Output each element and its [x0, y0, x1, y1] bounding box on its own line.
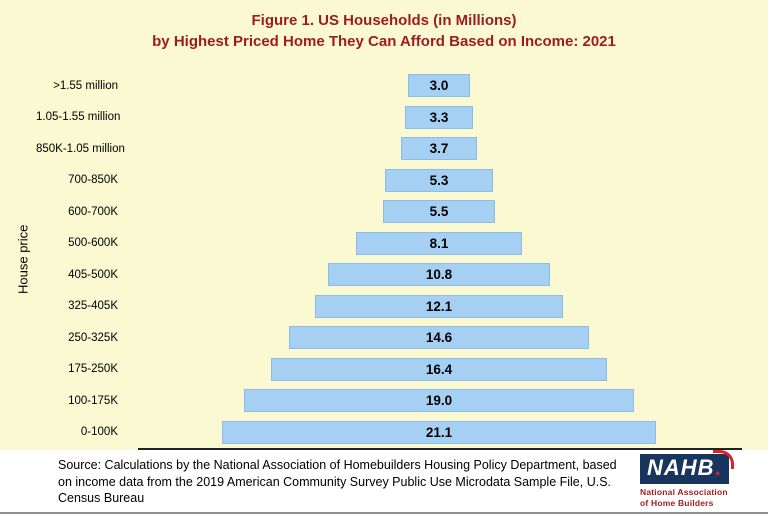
chart-row: 850K-1.05 million 3.7	[36, 133, 740, 165]
category-label: 405-500K	[68, 268, 118, 281]
chart-row: 600-700K 5.5	[36, 196, 740, 228]
pyramid-chart: House price >1.55 million 3.0 1.05-1.55 mi…	[10, 70, 740, 448]
bar: 5.5	[382, 200, 496, 224]
bar: 21.1	[222, 420, 656, 444]
chart-row: 700-850K 5.3	[36, 165, 740, 197]
chart-row: 500-600K 8.1	[36, 228, 740, 260]
bar: 8.1	[355, 231, 523, 255]
chart-row: 1.05-1.55 million 3.3	[36, 102, 740, 134]
source-note: Source: Calculations by the National Ass…	[58, 458, 617, 505]
value-label: 16.4	[425, 361, 453, 377]
bar-area: 12.1	[138, 294, 740, 318]
value-label: 14.6	[425, 330, 453, 346]
category-label: 250-325K	[68, 331, 118, 344]
nahb-logo-subtitle-line1: National Association	[640, 487, 728, 497]
y-axis-label: House price	[15, 224, 31, 294]
x-axis-line	[138, 448, 742, 450]
chart-rows: >1.55 million 3.0 1.05-1.55 million 3.3 850K…	[36, 70, 740, 448]
nahb-logo-box: NAHB.	[640, 450, 734, 484]
nahb-logo-subtitle: National Association of Home Builders	[640, 487, 752, 508]
category-label: 700-850K	[68, 174, 118, 187]
category-label: 600-700K	[68, 205, 118, 218]
bar: 10.8	[328, 263, 550, 287]
bar-area: 3.0	[138, 74, 740, 98]
bar: 16.4	[270, 357, 608, 381]
bar-area: 16.4	[138, 357, 740, 381]
category-label: 175-250K	[68, 363, 118, 376]
category-label: 850K-1.05 million	[36, 142, 125, 155]
footer: Source: Calculations by the National Ass…	[0, 450, 768, 512]
value-label: 3.3	[429, 109, 449, 125]
chart-title-line1: Figure 1. US Households (in Millions)	[251, 12, 517, 29]
value-label: 3.0	[429, 78, 449, 94]
bar-area: 3.7	[138, 137, 740, 161]
value-label: 21.1	[425, 424, 453, 440]
bar: 3.7	[400, 137, 478, 161]
bar: 5.3	[384, 168, 494, 192]
bar-area: 14.6	[138, 326, 740, 350]
bar: 19.0	[243, 389, 635, 413]
chart-row: 250-325K 14.6	[36, 322, 740, 354]
chart-row: >1.55 million 3.0	[36, 70, 740, 102]
category-label: 1.05-1.55 million	[36, 111, 121, 124]
category-label: >1.55 million	[53, 79, 118, 92]
bar: 14.6	[289, 326, 589, 350]
value-label: 12.1	[425, 298, 453, 314]
value-label: 5.3	[429, 172, 449, 188]
nahb-logo: NAHB. National Association of Home Build…	[640, 450, 752, 508]
value-label: 8.1	[429, 235, 449, 251]
bar-area: 10.8	[138, 263, 740, 287]
value-label: 3.7	[429, 141, 449, 157]
value-label: 19.0	[425, 393, 453, 409]
bar-area: 21.1	[138, 420, 740, 444]
bar-area: 3.3	[138, 105, 740, 129]
chart-title-line2: by Highest Priced Home They Can Afford B…	[152, 33, 616, 50]
bar: 3.3	[405, 105, 473, 129]
bar-area: 5.3	[138, 168, 740, 192]
chart-row: 325-405K 12.1	[36, 291, 740, 323]
nahb-logo-subtitle-line2: of Home Builders	[640, 497, 714, 508]
chart-row: 0-100K 21.1	[36, 417, 740, 449]
category-label: 100-175K	[68, 394, 118, 407]
bar-area: 5.5	[138, 200, 740, 224]
chart-title: Figure 1. US Households (in Millions) by…	[0, 10, 768, 52]
nahb-logo-dot: .	[714, 455, 722, 480]
category-label: 500-600K	[68, 237, 118, 250]
category-label: 0-100K	[80, 426, 118, 439]
chart-row: 405-500K 10.8	[36, 259, 740, 291]
nahb-logo-text: NAHB	[647, 455, 715, 480]
chart-row: 100-175K 19.0	[36, 385, 740, 417]
value-label: 5.5	[429, 204, 449, 220]
chart-row: 175-250K 16.4	[36, 354, 740, 386]
bar-area: 19.0	[138, 389, 740, 413]
bar: 3.0	[408, 74, 470, 98]
category-label: 325-405K	[68, 300, 118, 313]
bar-area: 8.1	[138, 231, 740, 255]
value-label: 10.8	[425, 267, 453, 283]
bar: 12.1	[314, 294, 564, 318]
